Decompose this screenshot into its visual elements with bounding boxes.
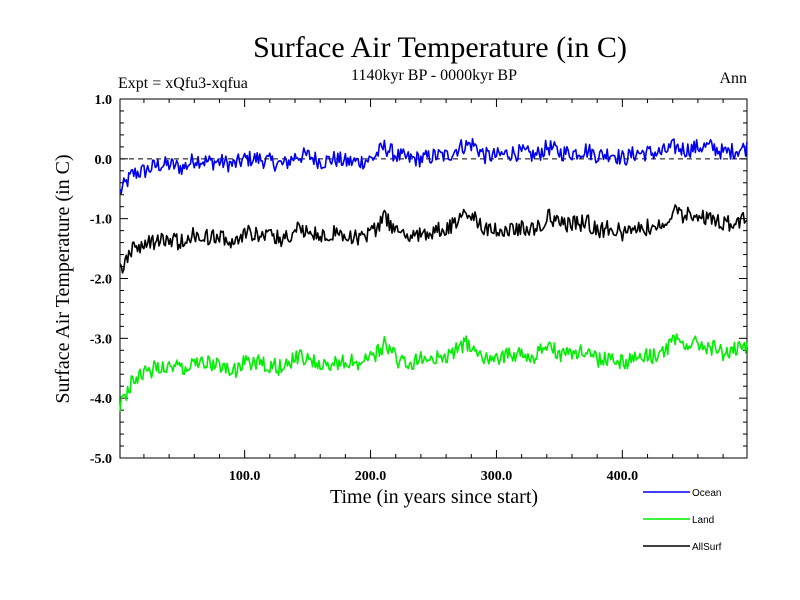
y-tick-label: -1.0 [90, 213, 112, 228]
y-tick-label: -2.0 [90, 273, 112, 288]
legend-label-allsurf: AllSurf [692, 542, 722, 553]
x-axis-ticks: 100.0 200.0 300.0 400.0 [143, 99, 724, 484]
legend-label-ocean: Ocean [692, 488, 721, 499]
y-tick-label: 1.0 [95, 93, 113, 108]
legend-label-land: Land [692, 515, 714, 526]
series-lines [119, 137, 748, 412]
chart-title: Surface Air Temperature (in C) [253, 31, 627, 64]
experiment-label: Expt = xQfu3-xqfua [118, 75, 248, 92]
x-tick-label: 100.0 [229, 469, 261, 484]
chart-subtitle: 1140kyr BP - 0000kyr BP [351, 67, 517, 84]
x-axis-label: Time (in years since start) [330, 486, 538, 508]
series-line-allsurf [119, 204, 748, 274]
y-tick-label: 0.0 [95, 153, 113, 168]
y-axis-label: Surface Air Temperature (in C) [52, 154, 74, 403]
series-line-land [119, 333, 748, 412]
y-tick-label: -5.0 [90, 452, 112, 467]
x-tick-label: 300.0 [481, 469, 513, 484]
legend: Ocean Land AllSurf [643, 488, 722, 553]
x-tick-label: 400.0 [607, 469, 639, 484]
y-axis-ticks: -5.0 -4.0 -3.0 -2.0 -1.0 0.0 1.0 [90, 93, 747, 467]
y-tick-label: -4.0 [90, 392, 112, 407]
x-tick-label: 200.0 [355, 469, 387, 484]
series-line-ocean [119, 137, 748, 194]
period-label: Ann [719, 70, 747, 87]
y-tick-label: -3.0 [90, 332, 112, 347]
